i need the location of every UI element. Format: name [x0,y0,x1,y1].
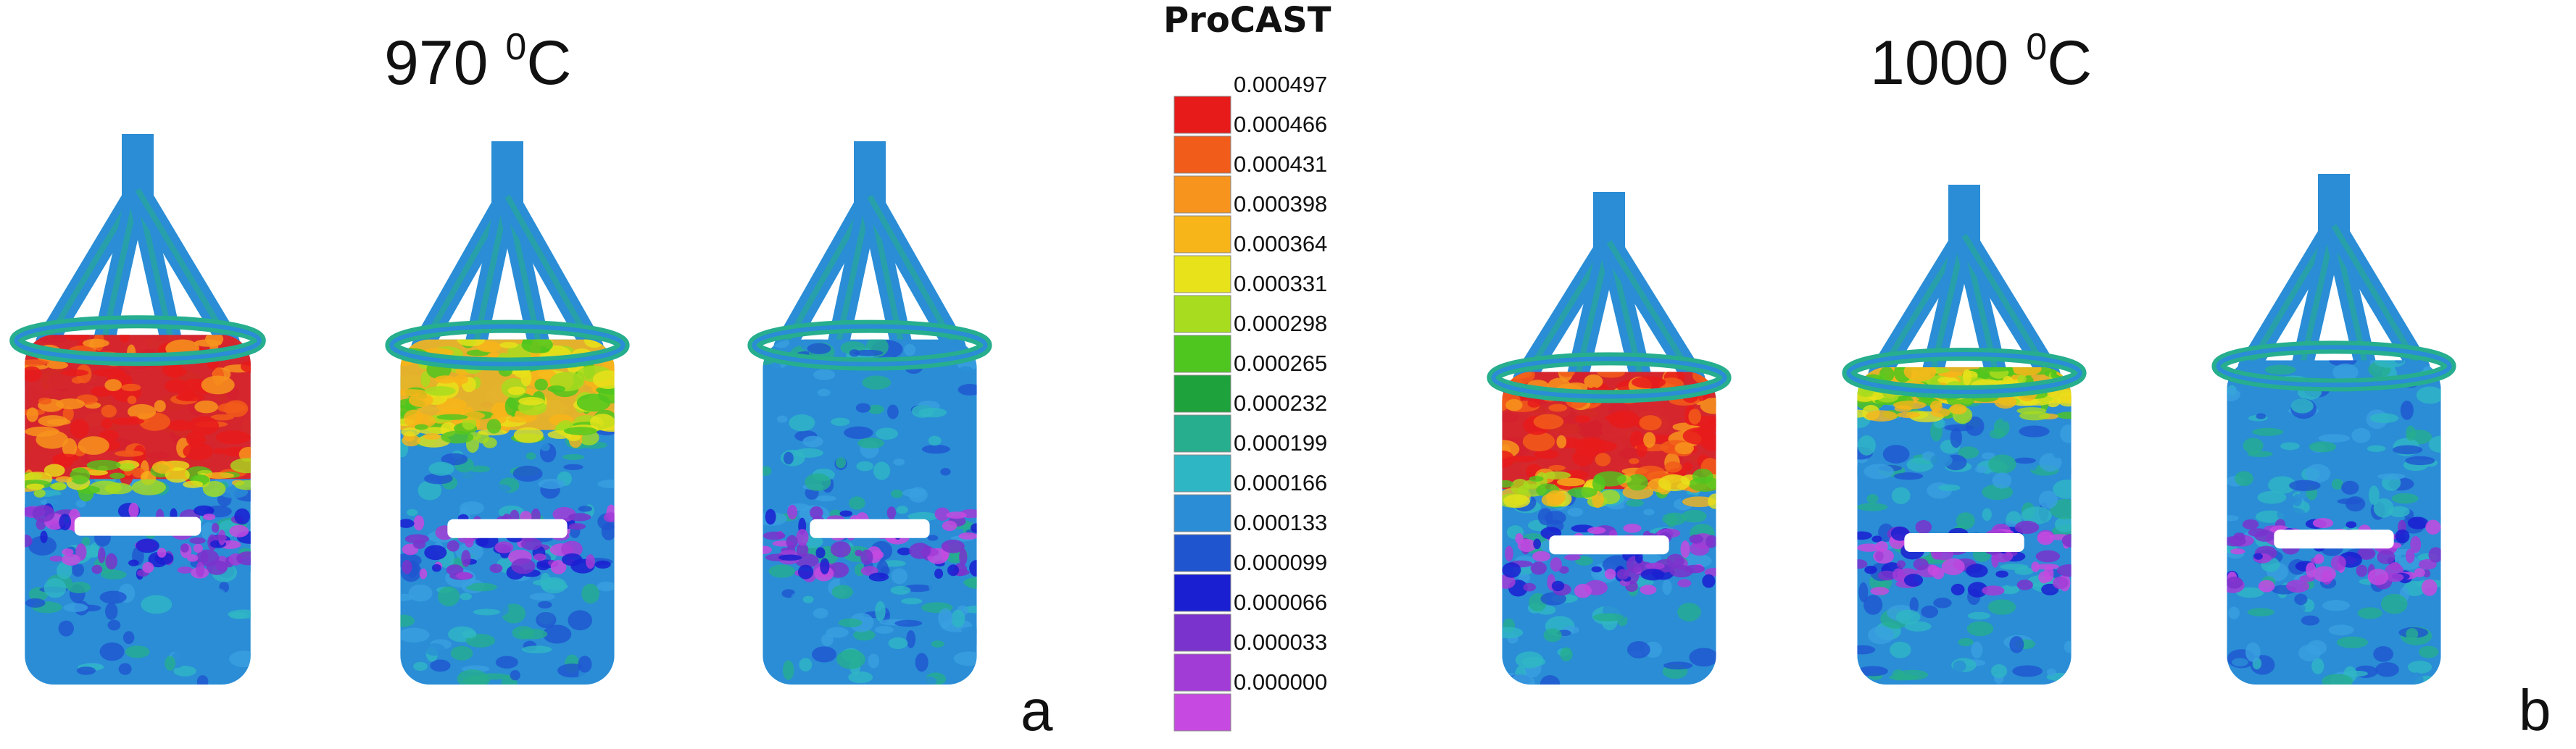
runner-highlight [504,195,596,348]
legend-value: 0.000298 [1234,311,1328,336]
window-opening [74,516,201,536]
casting-970-2 [385,141,630,685]
legend-swatch [1173,693,1231,732]
casting-970-3 [747,141,992,685]
legend-value: 0.000000 [1234,669,1328,695]
legend-swatch [1173,614,1231,652]
casting-970-1 [9,134,266,685]
legend-swatch [1173,534,1231,572]
temperature-label-1000: 1000 0C [1870,26,2093,99]
casting-1000-3 [2211,174,2456,685]
rim-edge [389,324,626,367]
legend-swatch [1173,574,1231,612]
temperature-value: 970 [384,28,489,98]
window-opening [2274,530,2394,549]
legend-value: 0.000199 [1234,430,1328,456]
temperature-unit: C [526,28,572,98]
legend-value: 0.000265 [1234,351,1328,376]
panel-letter-b: b [2519,678,2551,742]
degree-superscript: 0 [2026,26,2048,69]
runner-highlight [135,188,232,344]
legend-swatch [1173,494,1231,532]
temperature-unit: C [2047,28,2093,98]
casting-1000-1 [1487,192,1732,685]
runner-highlight [867,195,958,348]
legend-value: 0.000466 [1234,112,1328,137]
legend-value: 0.000099 [1234,550,1328,575]
window-opening [447,519,568,538]
window-opening [1904,533,2024,552]
legend-value: 0.000331 [1234,271,1328,296]
legend-value: 0.000066 [1234,590,1328,615]
legend-title: ProCAST [1163,0,1331,41]
rim-edge [14,319,262,362]
legend-value: 0.000232 [1234,390,1328,416]
casting-body [25,335,251,685]
legend-swatch [1173,175,1231,214]
rim-edge [752,324,988,367]
casting-body [1857,367,2072,685]
casting-1000-2 [1842,185,2087,685]
temperature-label-970: 970 0C [384,26,572,99]
legend-swatch [1173,255,1231,293]
legend-swatch [1173,653,1231,692]
legend-swatch [1173,215,1231,254]
legend-value: 0.000398 [1234,191,1328,217]
degree-superscript: 0 [505,26,527,69]
legend-swatch [1173,295,1231,333]
window-opening [810,519,930,538]
runner-highlight [1961,233,2053,377]
legend-swatch [1173,135,1231,174]
panel-letter-a: a [1021,678,1053,742]
rim-edge [2216,345,2452,388]
temperature-value: 1000 [1870,28,2009,98]
legend-value: 0.000133 [1234,510,1328,535]
legend-swatch [1173,96,1231,134]
window-opening [1549,535,1669,555]
legend-value: 0.000497 [1234,72,1328,97]
runner-highlight [2331,224,2422,369]
legend-value: 0.000431 [1234,151,1328,177]
legend-value: 0.000033 [1234,629,1328,655]
legend-swatch [1173,374,1231,413]
casting-body [2227,360,2441,685]
casting-body [1502,372,1716,685]
casting-body [763,339,977,685]
legend-value: 0.000166 [1234,470,1328,495]
legend-swatch [1173,335,1231,373]
rim-edge [1491,356,1727,399]
legend-value: 0.000364 [1234,231,1328,256]
legend-swatch [1173,454,1231,493]
casting-body [400,339,615,685]
rim-edge [1846,352,2082,394]
legend-swatch [1173,414,1231,453]
